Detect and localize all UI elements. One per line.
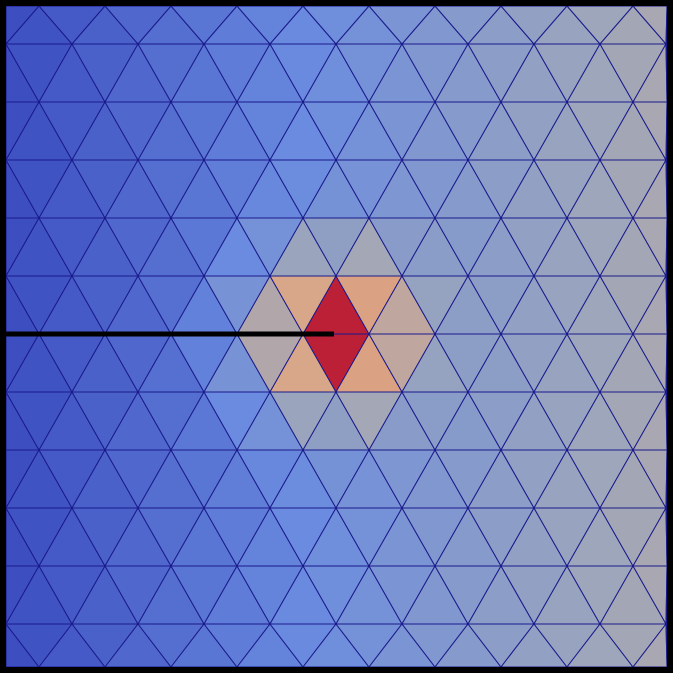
mesh-triangles <box>4 5 668 668</box>
